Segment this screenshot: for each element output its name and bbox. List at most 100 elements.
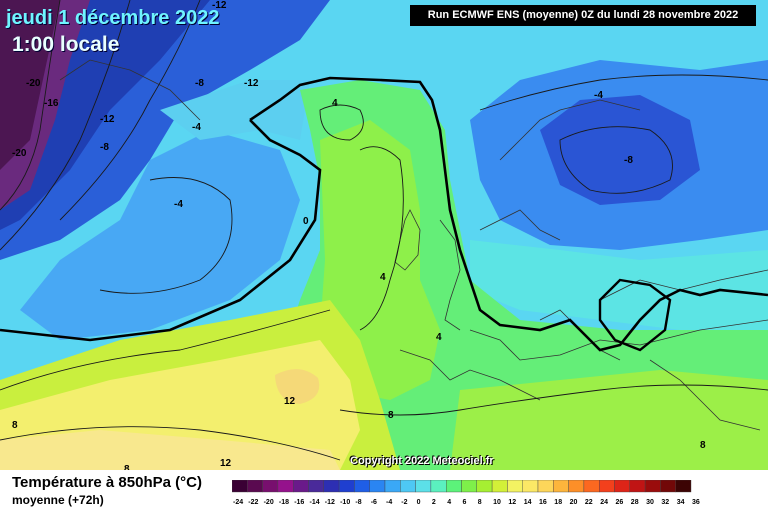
legend-swatch xyxy=(262,480,279,493)
legend-swatch xyxy=(277,480,294,493)
legend-label: 2 xyxy=(432,499,436,506)
contour-label: -20 xyxy=(12,148,27,159)
legend-swatch xyxy=(247,480,263,493)
contour-label: 0 xyxy=(303,216,309,227)
contour-label: -4 xyxy=(174,199,183,210)
legend-swatch xyxy=(400,480,416,493)
contour-label: 4 xyxy=(380,272,386,283)
legend-swatch xyxy=(599,480,615,493)
legend-label: 14 xyxy=(524,499,532,506)
legend-swatch xyxy=(614,480,631,493)
contour-labels: -12 -8 -12 -20 -16 -12 -8 -20 -4 -4 -4 -… xyxy=(12,0,706,470)
zero-isotherm-balkan-loop xyxy=(598,278,672,352)
legend-swatch xyxy=(232,480,248,493)
temperature-map: -12 -8 -12 -20 -16 -12 -8 -20 -4 -4 -4 -… xyxy=(0,0,768,470)
legend-label: 22 xyxy=(585,499,593,506)
legend-label: 6 xyxy=(463,499,467,506)
contour-label: -16 xyxy=(44,98,59,109)
legend-label: 26 xyxy=(616,499,624,506)
contour-label: 12 xyxy=(220,458,232,469)
legend-label: -20 xyxy=(264,499,274,506)
forecast-time: 1:00 locale xyxy=(12,33,120,56)
legend-swatch xyxy=(583,480,600,493)
contour-label: 8 xyxy=(388,410,394,421)
legend-swatch xyxy=(553,480,569,493)
legend-swatch xyxy=(338,480,355,493)
legend-label: 18 xyxy=(554,499,562,506)
legend-swatch xyxy=(308,480,325,493)
contour-label: -12 xyxy=(212,0,227,11)
copyright: Copyright 2022 Meteociel.fr xyxy=(350,455,494,467)
color-legend: -24 -22 -20 -18 -16 -14 -12 -10 -8 -6 -4 -2 0 2 4 6 8 10 1… xyxy=(232,480,700,506)
contour-label: 8 xyxy=(12,420,18,431)
legend-label: 30 xyxy=(646,499,654,506)
atlantic-cyan-zone xyxy=(160,80,310,140)
legend-title: Température à 850hPa (°C) xyxy=(12,474,202,491)
forecast-date: jeudi 1 décembre 2022 xyxy=(6,7,220,29)
legend-swatch xyxy=(507,480,523,493)
legend-swatch xyxy=(461,480,478,493)
run-info: Run ECMWF ENS (moyenne) 0Z du lundi 28 n… xyxy=(410,5,756,26)
legend-label: -10 xyxy=(340,499,350,506)
legend-subtitle: moyenne (+72h) xyxy=(12,493,104,507)
legend-label: 4 xyxy=(447,499,451,506)
isotherm-lines xyxy=(0,0,768,461)
legend-label: 24 xyxy=(600,499,608,506)
legend-swatch xyxy=(568,480,585,493)
zero-isotherm xyxy=(249,76,768,352)
contour-label: 4 xyxy=(436,332,442,343)
legend-label: -2 xyxy=(401,499,407,506)
legend-swatch xyxy=(644,480,661,493)
legend-label: -24 xyxy=(233,499,243,506)
legend-label: 32 xyxy=(661,499,669,506)
south-warm-strip xyxy=(0,430,340,470)
legend-swatch xyxy=(369,480,386,493)
europe-cyan-zone xyxy=(470,240,768,330)
contour-label: 8 xyxy=(124,464,130,470)
legend-label: -12 xyxy=(325,499,335,506)
contour-label: 12 xyxy=(284,396,296,407)
legend-label: 20 xyxy=(570,499,578,506)
legend-swatch xyxy=(293,480,309,493)
greenland-deep-purple-zone xyxy=(0,0,60,170)
atlantic-light-blue-zone xyxy=(20,130,300,340)
legend-label: 34 xyxy=(677,499,685,506)
legend-label: 10 xyxy=(493,499,501,506)
contour-label: -12 xyxy=(100,114,115,125)
legend-swatch xyxy=(354,480,370,493)
legend-label: 28 xyxy=(631,499,639,506)
legend-label: -14 xyxy=(310,499,320,506)
legend-swatch xyxy=(476,480,493,493)
legend-label: -22 xyxy=(248,499,258,506)
contour-label: -8 xyxy=(100,142,109,153)
contour-label: -8 xyxy=(624,155,633,166)
legend-label: -18 xyxy=(279,499,289,506)
legend-swatch xyxy=(384,480,401,493)
legend-swatch xyxy=(430,480,447,493)
contour-label: -8 xyxy=(195,78,204,89)
legend-label: -16 xyxy=(294,499,304,506)
legend-swatch xyxy=(522,480,539,493)
legend-swatch xyxy=(660,480,676,493)
legend-label: -6 xyxy=(371,499,377,506)
legend-label: 36 xyxy=(692,499,700,506)
contour-label: -4 xyxy=(192,122,201,133)
legend-swatch xyxy=(675,480,692,493)
contour-label: -4 xyxy=(594,90,603,101)
legend-swatch xyxy=(537,480,554,493)
legend-label: 0 xyxy=(417,499,421,506)
legend-swatch xyxy=(323,480,340,493)
legend-label: 16 xyxy=(539,499,547,506)
azores-warm-spot xyxy=(275,369,320,404)
zero-isotherm-west xyxy=(0,119,322,342)
legend-label: -8 xyxy=(355,499,361,506)
legend-label: 12 xyxy=(508,499,516,506)
contour-label: -12 xyxy=(244,78,259,89)
legend-swatch xyxy=(415,480,432,493)
contour-label: -20 xyxy=(26,78,41,89)
legend-label: -4 xyxy=(386,499,392,506)
legend-swatch xyxy=(629,480,646,493)
contour-label: 4 xyxy=(332,98,338,109)
legend-swatch xyxy=(491,480,508,493)
legend-label: 8 xyxy=(478,499,482,506)
